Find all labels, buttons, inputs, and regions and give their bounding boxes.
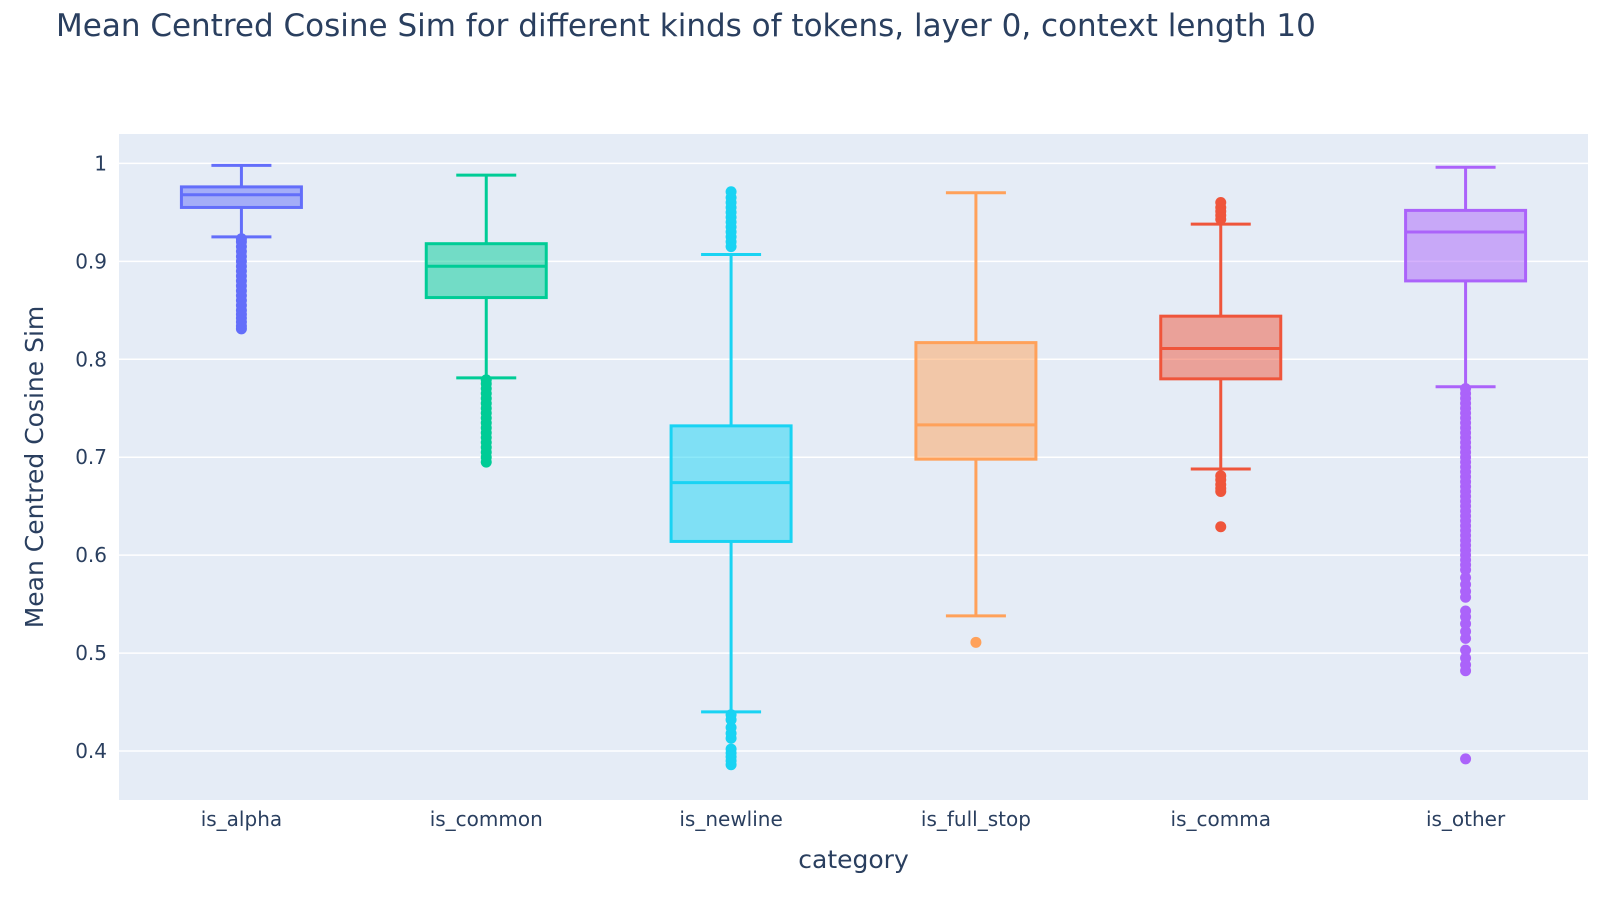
outlier-point <box>1460 605 1472 617</box>
box-is_other <box>1404 165 1528 765</box>
y-tick-labels: 0.4 0.5 0.6 0.7 0.8 0.9 1 <box>75 151 107 763</box>
outlier-point <box>1460 644 1472 656</box>
outlier-point <box>480 374 492 386</box>
box-is_full_stop <box>914 191 1038 648</box>
x-tick-label: is_other <box>1426 807 1506 831</box>
box-iqr <box>914 341 1038 461</box>
box-iqr <box>179 185 303 209</box>
x-tick-label: is_comma <box>1171 807 1271 831</box>
y-tick-label: 0.5 <box>75 641 107 665</box>
x-tick-label: is_newline <box>679 807 782 831</box>
chart-title: Mean Centred Cosine Sim for different ki… <box>56 8 1316 44</box>
y-tick-label: 1 <box>94 151 107 175</box>
outlier-point <box>1460 626 1472 638</box>
box-is_alpha <box>179 163 303 335</box>
plot-area <box>119 134 1588 800</box>
box-iqr <box>1404 208 1528 283</box>
x-tick-label: is_full_stop <box>921 807 1031 831</box>
y-tick-label: 0.4 <box>75 739 107 763</box>
box-is_newline <box>669 186 793 771</box>
outlier-point <box>725 743 737 755</box>
y-tick-label: 0.9 <box>75 249 107 273</box>
x-tick-labels: is_alpha is_common is_newline is_full_stop i… <box>201 807 1506 831</box>
outlier-point <box>1215 470 1227 482</box>
outlier-point <box>1460 753 1472 765</box>
outlier-point <box>725 722 737 734</box>
y-axis-title: Mean Centred Cosine Sim <box>20 306 49 629</box>
gridlines <box>119 162 1588 752</box>
y-tick-label: 0.7 <box>75 445 107 469</box>
y-tick-label: 0.8 <box>75 347 107 371</box>
box-iqr <box>424 242 548 300</box>
boxes <box>179 163 1528 771</box>
outlier-point <box>725 709 737 721</box>
outlier-point <box>1460 572 1472 584</box>
x-tick-label: is_alpha <box>201 807 282 831</box>
x-axis-title: category <box>798 845 909 874</box>
box-is_common <box>424 173 548 468</box>
outlier-point <box>1460 652 1472 664</box>
outlier-point <box>970 636 982 648</box>
outlier-point <box>1460 383 1472 395</box>
outlier-point <box>725 186 737 198</box>
box-is_comma <box>1159 197 1283 533</box>
outlier-point <box>1215 197 1227 209</box>
outlier-point <box>1215 521 1227 533</box>
outlier-point <box>235 233 247 245</box>
y-tick-label: 0.6 <box>75 543 107 567</box>
x-tick-label: is_common <box>430 807 543 831</box>
